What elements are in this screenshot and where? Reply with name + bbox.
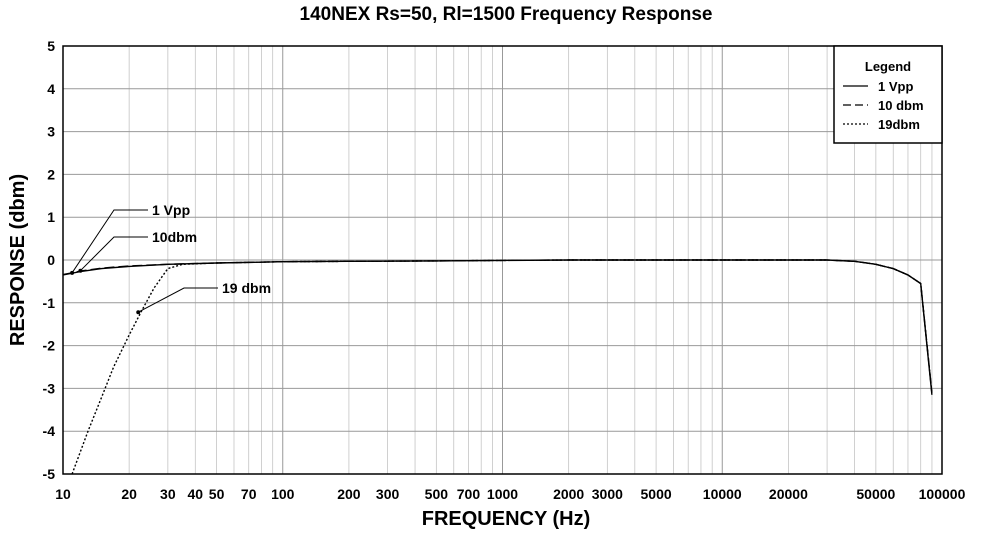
y-tick-label: 5 (47, 38, 55, 54)
legend: Legend 1 Vpp 10 dbm 19dbm (833, 45, 943, 144)
x-tick-label: 50 (209, 486, 225, 502)
x-tick-label: 2000 (553, 486, 584, 502)
annotation-leader (80, 236, 148, 272)
y-tick-label: -1 (43, 295, 56, 311)
y-tick-label: -4 (43, 423, 56, 439)
annotation-leader (71, 209, 148, 274)
x-tick-label: 20000 (769, 486, 808, 502)
y-tick-label: 1 (47, 209, 55, 225)
x-tick-label: 700 (457, 486, 481, 502)
y-tick-labels: -5 -4 -3 -2 -1 0 1 2 3 4 5 (43, 38, 56, 482)
x-tick-label: 10000 (703, 486, 742, 502)
legend-entry-1: 1 Vpp (878, 79, 913, 94)
series-lines (62, 259, 933, 475)
x-tick-label: 3000 (592, 486, 623, 502)
series-line-1 (62, 259, 933, 395)
x-tick-label: 200 (337, 486, 361, 502)
annotation-label: 19 dbm (222, 280, 271, 296)
chart-title: 140NEX Rs=50, Rl=1500 Frequency Response (300, 4, 713, 25)
x-tick-labels: 10 20 30 40 50 70 100 200 300 500 700 1000 2000 3000 5… (55, 486, 965, 502)
annotation-arrowhead (136, 310, 141, 315)
annotation-leader (137, 287, 218, 313)
x-tick-label: 20 (121, 486, 137, 502)
x-tick-label: 1000 (487, 486, 518, 502)
x-tick-label: 5000 (641, 486, 672, 502)
y-tick-label: -5 (43, 466, 56, 482)
x-tick-label: 300 (376, 486, 400, 502)
x-tick-label: 50000 (856, 486, 895, 502)
y-tick-label: -2 (43, 338, 56, 354)
y-tick-label: 0 (47, 252, 55, 268)
x-tick-label: 500 (425, 486, 449, 502)
legend-box (833, 45, 943, 144)
x-tick-label: 40 (188, 486, 204, 502)
x-tick-label: 10 (55, 486, 71, 502)
plot-frame (62, 45, 943, 475)
x-axis-label: FREQUENCY (Hz) (422, 508, 591, 530)
x-tick-label: 100000 (919, 486, 966, 502)
y-tick-label: 4 (47, 81, 55, 97)
x-tick-label: 30 (160, 486, 176, 502)
legend-title: Legend (865, 59, 911, 74)
x-tick-label: 100 (271, 486, 295, 502)
annotation-arrowhead (78, 268, 83, 273)
y-tick-label: -3 (43, 380, 56, 396)
legend-entry-2: 10 dbm (878, 98, 924, 113)
annotations: 1 Vpp 10dbm 19 dbm (70, 202, 271, 315)
x-tick-label: 70 (241, 486, 257, 502)
y-tick-label: 3 (47, 124, 55, 140)
series-line-2 (62, 259, 933, 393)
annotation-arrowhead (70, 270, 75, 275)
annotation-label: 1 Vpp (152, 202, 190, 218)
legend-entry-3: 19dbm (878, 117, 920, 132)
annotation-label: 10dbm (152, 229, 197, 245)
y-tick-label: 2 (47, 166, 55, 182)
y-axis-label: RESPONSE (dbm) (7, 174, 29, 346)
series-line-3 (71, 259, 933, 475)
